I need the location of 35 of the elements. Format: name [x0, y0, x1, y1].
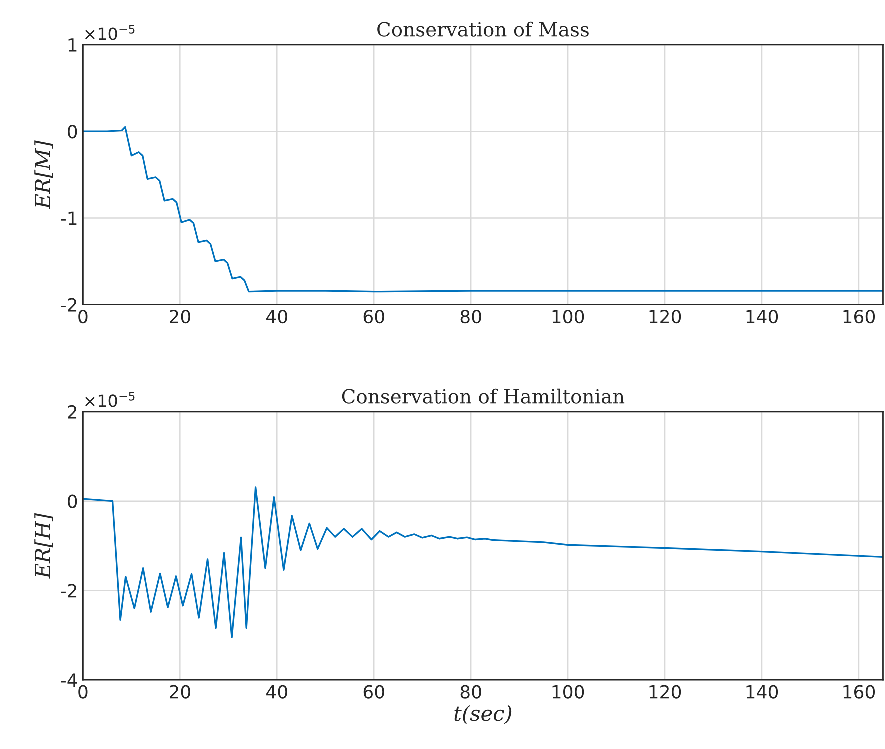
- y-tick-label: 0: [68, 494, 78, 508]
- line-series: [83, 486, 884, 638]
- text: ×10$^{−5}$: [85, 25, 135, 40]
- x-tick-label: 140: [746, 310, 778, 324]
- x-tick-label: 40: [266, 685, 288, 699]
- y-tick-label: -4: [61, 674, 78, 687]
- chart-title: Conservation of Hamiltonian: [342, 388, 625, 404]
- x-tick-label: 160: [844, 685, 876, 699]
- x-tick-label: 0: [78, 685, 88, 699]
- line-series: [83, 126, 884, 293]
- x-tick-label: 60: [364, 310, 384, 324]
- x-tick-label: 20: [170, 685, 190, 699]
- x-tick-label: 80: [460, 310, 482, 324]
- y-tick-label: 1: [68, 38, 77, 52]
- y-axis-title: ER[M]: [34, 140, 54, 210]
- x-axis-title: t(sec): [454, 705, 512, 724]
- y-tick-label: 2: [68, 405, 77, 419]
- x-tick-label: 80: [460, 685, 482, 699]
- x-tick-label: 120: [650, 685, 682, 699]
- x-tick-label: 100: [552, 685, 584, 699]
- x-tick-label: 140: [746, 685, 778, 699]
- x-tick-label: 40: [266, 310, 288, 324]
- chart-title: Conservation of Mass: [378, 22, 589, 37]
- x-tick-label: 160: [844, 310, 876, 324]
- y-tick-label: 0: [68, 125, 78, 139]
- x-tick-label: 100: [552, 310, 584, 324]
- x-tick-label: 20: [170, 310, 190, 324]
- y-tick-label: -1: [61, 212, 77, 226]
- x-tick-label: 0: [78, 310, 88, 324]
- y-tick-label: -2: [61, 298, 77, 312]
- text: ×10$^{−5}$: [85, 392, 135, 408]
- y-tick-label: -2: [61, 584, 77, 598]
- x-tick-label: 120: [650, 310, 682, 324]
- x-tick-label: 60: [364, 685, 384, 699]
- y-axis-title: ER[H]: [34, 513, 54, 579]
